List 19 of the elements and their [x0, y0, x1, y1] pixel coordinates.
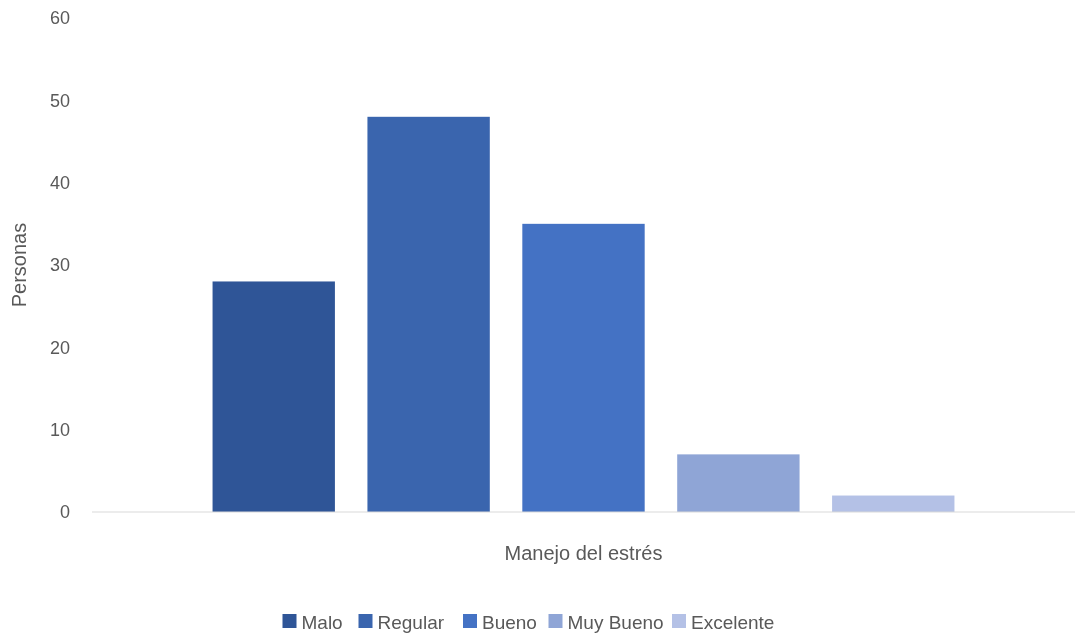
- bar: [367, 116, 490, 512]
- y-tick-label: 60: [49, 8, 70, 29]
- bar: [522, 223, 645, 512]
- y-tick-label: 0: [59, 502, 70, 523]
- bar: [677, 454, 800, 512]
- y-axis-title: Personas: [8, 222, 30, 308]
- y-tick-label: 30: [49, 255, 70, 276]
- y-tick-label: 20: [49, 337, 70, 358]
- x-tick-label: Manejo del estrés: [504, 542, 663, 564]
- legend-label: Regular: [377, 611, 445, 633]
- bar: [212, 281, 335, 512]
- legend-label: Bueno: [482, 611, 537, 633]
- legend-label: Malo: [301, 611, 343, 633]
- y-tick-label: 40: [49, 172, 70, 193]
- y-tick-label: 10: [49, 419, 70, 440]
- bar: [832, 495, 955, 512]
- y-tick-label: 50: [49, 90, 70, 111]
- legend-label: Muy Bueno: [567, 611, 664, 633]
- legend-label: Excelente: [691, 611, 775, 633]
